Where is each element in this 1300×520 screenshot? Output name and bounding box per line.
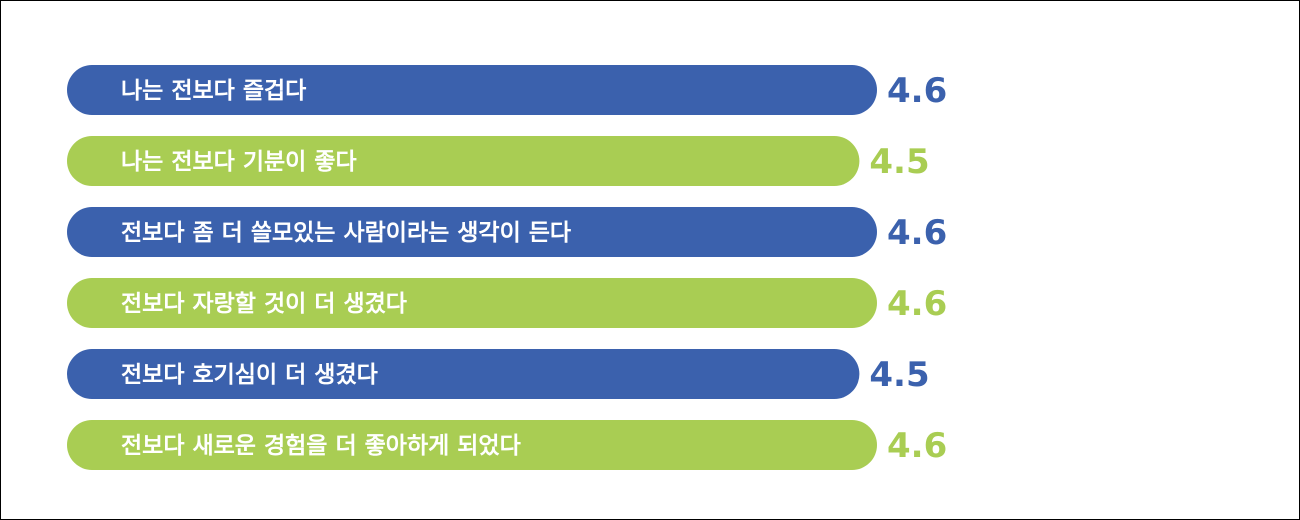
bar-label-6: 전보다 새로운 경험을 더 좋아하게 되었다 bbox=[121, 433, 521, 459]
bar-1 bbox=[67, 65, 877, 115]
value-label-2: 4.5 bbox=[869, 142, 929, 182]
value-label-1: 4.6 bbox=[887, 71, 947, 111]
value-label-4: 4.6 bbox=[887, 284, 947, 324]
bar-6 bbox=[67, 420, 877, 470]
bar-label-2: 나는 전보다 기분이 좋다 bbox=[121, 149, 357, 175]
bar-5 bbox=[67, 349, 860, 399]
bar-2 bbox=[67, 136, 860, 186]
value-label-5: 4.5 bbox=[869, 355, 929, 395]
value-label-3: 4.6 bbox=[887, 213, 947, 253]
bar-label-4: 전보다 자랑할 것이 더 생겼다 bbox=[121, 291, 407, 317]
bar-label-5: 전보다 호기심이 더 생겼다 bbox=[121, 362, 378, 388]
bar-4 bbox=[67, 278, 877, 328]
value-label-6: 4.6 bbox=[887, 426, 947, 466]
bar-3 bbox=[67, 207, 877, 257]
bar-label-3: 전보다 좀 더 쓸모있는 사람이라는 생각이 든다 bbox=[121, 220, 571, 246]
bar-label-1: 나는 전보다 즐겁다 bbox=[121, 78, 306, 104]
